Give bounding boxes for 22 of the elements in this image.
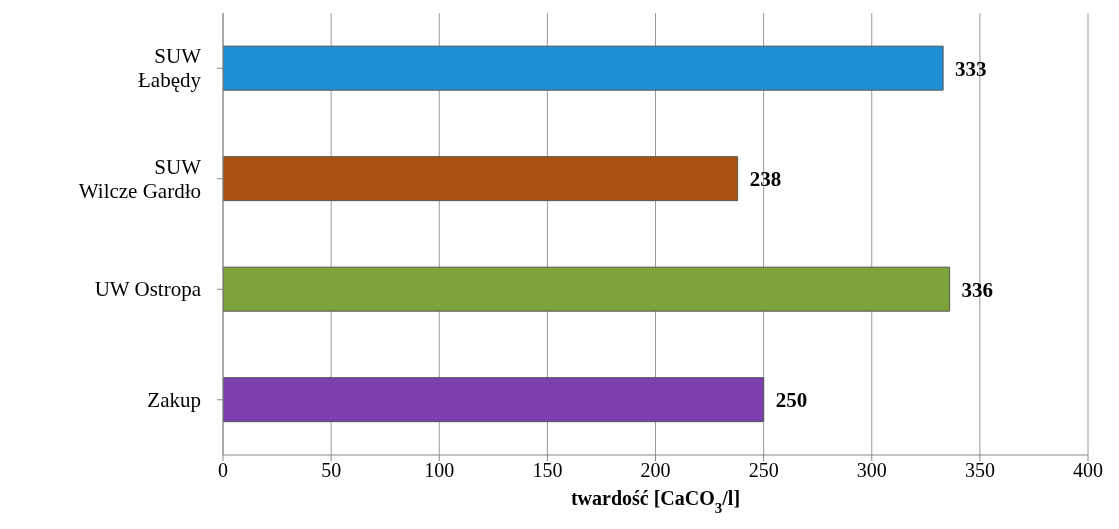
data-label: 333 — [955, 56, 987, 81]
y-tick-label: UW Ostropa — [94, 277, 202, 302]
x-tick-label: 300 — [856, 459, 887, 482]
data-label: 250 — [775, 388, 808, 413]
x-tick-label: 100 — [424, 459, 455, 482]
y-tick-label: SUW Łabędy — [138, 44, 202, 93]
bar — [223, 156, 739, 202]
x-tick-label: 150 — [532, 459, 563, 482]
x-tick-label: 250 — [748, 459, 779, 482]
x-tick-label: 350 — [964, 459, 995, 482]
x-tick-label: 0 — [218, 459, 228, 482]
bar — [223, 266, 951, 312]
bar — [223, 45, 944, 91]
x-tick-label: 400 — [1073, 459, 1103, 482]
data-label: 336 — [961, 277, 994, 302]
y-tick-label: Zakup — [147, 387, 201, 412]
data-label: 238 — [749, 167, 782, 192]
x-axis-title: twardość [CaCO$_{3}$/l] — [570, 487, 741, 516]
x-tick-label: 50 — [321, 459, 342, 482]
y-tick-label: SUW Wilcze Gardło — [78, 154, 202, 203]
bar — [223, 377, 765, 423]
x-tick-label: 200 — [640, 459, 671, 482]
